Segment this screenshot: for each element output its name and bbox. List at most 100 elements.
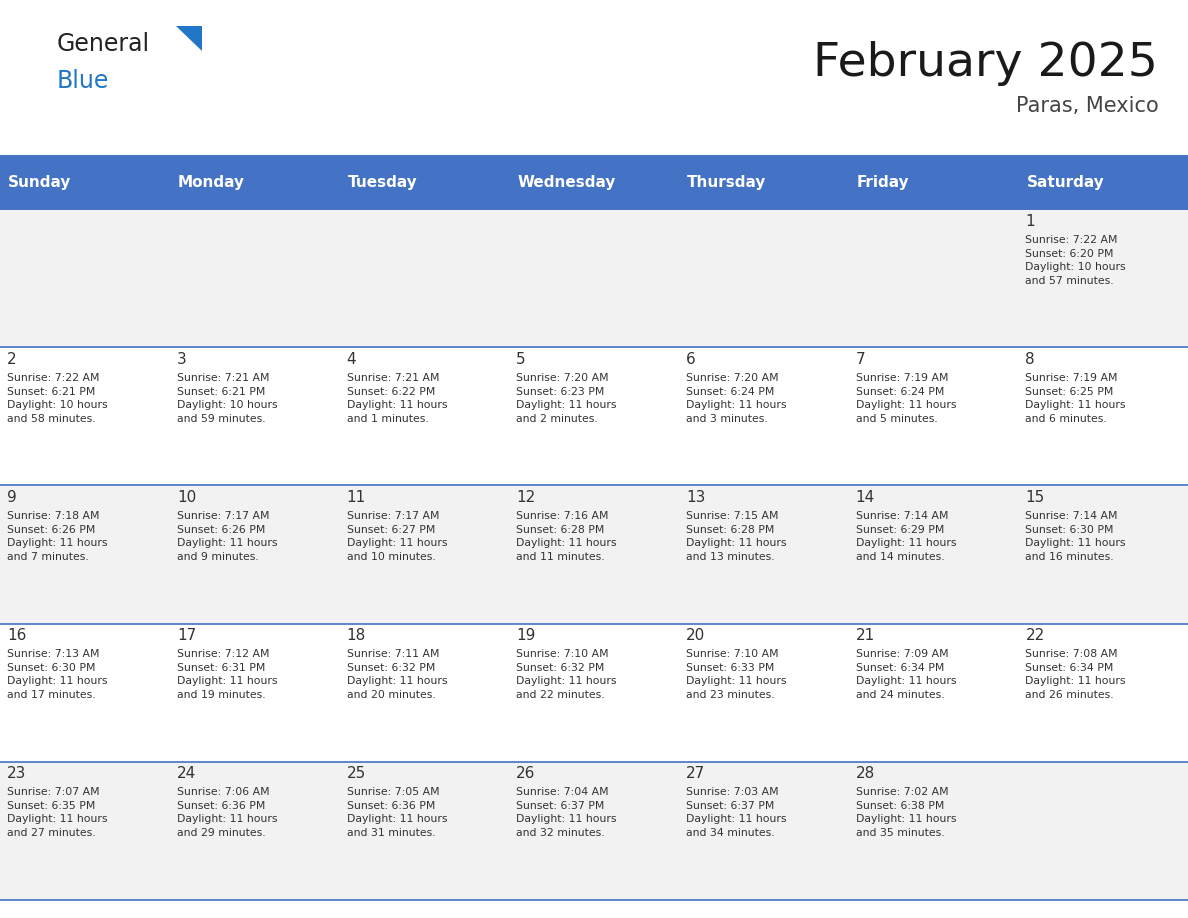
Text: Sunday: Sunday xyxy=(8,175,71,190)
Bar xyxy=(340,486,510,623)
Text: 7: 7 xyxy=(855,352,865,367)
Text: Sunrise: 7:20 AM
Sunset: 6:24 PM
Daylight: 11 hours
and 3 minutes.: Sunrise: 7:20 AM Sunset: 6:24 PM Dayligh… xyxy=(685,373,786,424)
Text: 27: 27 xyxy=(685,767,706,781)
Bar xyxy=(678,347,848,486)
Bar xyxy=(170,762,340,900)
Bar xyxy=(0,156,1188,209)
Bar xyxy=(340,623,510,762)
Bar xyxy=(170,623,340,762)
Text: 18: 18 xyxy=(347,628,366,644)
Bar xyxy=(340,762,510,900)
Text: Sunrise: 7:04 AM
Sunset: 6:37 PM
Daylight: 11 hours
and 32 minutes.: Sunrise: 7:04 AM Sunset: 6:37 PM Dayligh… xyxy=(517,788,617,838)
Text: Sunrise: 7:10 AM
Sunset: 6:33 PM
Daylight: 11 hours
and 23 minutes.: Sunrise: 7:10 AM Sunset: 6:33 PM Dayligh… xyxy=(685,649,786,700)
Text: 26: 26 xyxy=(517,767,536,781)
Text: Blue: Blue xyxy=(57,69,109,93)
Bar xyxy=(0,486,170,623)
Bar xyxy=(170,209,340,347)
Text: 22: 22 xyxy=(1025,628,1044,644)
Bar xyxy=(678,623,848,762)
Text: Sunrise: 7:07 AM
Sunset: 6:35 PM
Daylight: 11 hours
and 27 minutes.: Sunrise: 7:07 AM Sunset: 6:35 PM Dayligh… xyxy=(7,788,108,838)
Text: Sunrise: 7:19 AM
Sunset: 6:24 PM
Daylight: 11 hours
and 5 minutes.: Sunrise: 7:19 AM Sunset: 6:24 PM Dayligh… xyxy=(855,373,956,424)
Bar xyxy=(848,209,1018,347)
Text: Sunrise: 7:02 AM
Sunset: 6:38 PM
Daylight: 11 hours
and 35 minutes.: Sunrise: 7:02 AM Sunset: 6:38 PM Dayligh… xyxy=(855,788,956,838)
Text: Sunrise: 7:11 AM
Sunset: 6:32 PM
Daylight: 11 hours
and 20 minutes.: Sunrise: 7:11 AM Sunset: 6:32 PM Dayligh… xyxy=(347,649,447,700)
Bar xyxy=(678,762,848,900)
Bar xyxy=(1018,486,1188,623)
Bar xyxy=(510,209,678,347)
Bar xyxy=(1018,623,1188,762)
Text: Sunrise: 7:14 AM
Sunset: 6:30 PM
Daylight: 11 hours
and 16 minutes.: Sunrise: 7:14 AM Sunset: 6:30 PM Dayligh… xyxy=(1025,511,1126,562)
Text: Sunrise: 7:13 AM
Sunset: 6:30 PM
Daylight: 11 hours
and 17 minutes.: Sunrise: 7:13 AM Sunset: 6:30 PM Dayligh… xyxy=(7,649,108,700)
Text: Paras, Mexico: Paras, Mexico xyxy=(1016,96,1158,117)
Polygon shape xyxy=(176,26,202,51)
Text: 8: 8 xyxy=(1025,352,1035,367)
Bar xyxy=(848,762,1018,900)
Text: Sunrise: 7:14 AM
Sunset: 6:29 PM
Daylight: 11 hours
and 14 minutes.: Sunrise: 7:14 AM Sunset: 6:29 PM Dayligh… xyxy=(855,511,956,562)
Text: 24: 24 xyxy=(177,767,196,781)
Text: 14: 14 xyxy=(855,490,874,505)
Text: 1: 1 xyxy=(1025,214,1035,229)
Text: Sunrise: 7:09 AM
Sunset: 6:34 PM
Daylight: 11 hours
and 24 minutes.: Sunrise: 7:09 AM Sunset: 6:34 PM Dayligh… xyxy=(855,649,956,700)
Bar xyxy=(678,486,848,623)
Text: Sunrise: 7:06 AM
Sunset: 6:36 PM
Daylight: 11 hours
and 29 minutes.: Sunrise: 7:06 AM Sunset: 6:36 PM Dayligh… xyxy=(177,788,277,838)
Text: 3: 3 xyxy=(177,352,187,367)
Bar xyxy=(1018,347,1188,486)
Text: 2: 2 xyxy=(7,352,17,367)
Text: Sunrise: 7:12 AM
Sunset: 6:31 PM
Daylight: 11 hours
and 19 minutes.: Sunrise: 7:12 AM Sunset: 6:31 PM Dayligh… xyxy=(177,649,277,700)
Bar xyxy=(1018,209,1188,347)
Text: Friday: Friday xyxy=(857,175,910,190)
Text: Sunrise: 7:17 AM
Sunset: 6:26 PM
Daylight: 11 hours
and 9 minutes.: Sunrise: 7:17 AM Sunset: 6:26 PM Dayligh… xyxy=(177,511,277,562)
Text: 6: 6 xyxy=(685,352,696,367)
Text: 21: 21 xyxy=(855,628,874,644)
Text: 25: 25 xyxy=(347,767,366,781)
Text: Sunrise: 7:21 AM
Sunset: 6:21 PM
Daylight: 10 hours
and 59 minutes.: Sunrise: 7:21 AM Sunset: 6:21 PM Dayligh… xyxy=(177,373,278,424)
Text: Sunrise: 7:17 AM
Sunset: 6:27 PM
Daylight: 11 hours
and 10 minutes.: Sunrise: 7:17 AM Sunset: 6:27 PM Dayligh… xyxy=(347,511,447,562)
Text: Sunrise: 7:22 AM
Sunset: 6:21 PM
Daylight: 10 hours
and 58 minutes.: Sunrise: 7:22 AM Sunset: 6:21 PM Dayligh… xyxy=(7,373,108,424)
Text: 15: 15 xyxy=(1025,490,1044,505)
Bar xyxy=(848,347,1018,486)
Bar xyxy=(0,623,170,762)
Text: 5: 5 xyxy=(517,352,526,367)
Text: Sunrise: 7:21 AM
Sunset: 6:22 PM
Daylight: 11 hours
and 1 minutes.: Sunrise: 7:21 AM Sunset: 6:22 PM Dayligh… xyxy=(347,373,447,424)
Text: 20: 20 xyxy=(685,628,706,644)
Bar xyxy=(340,347,510,486)
Text: Saturday: Saturday xyxy=(1026,175,1105,190)
Text: Sunrise: 7:05 AM
Sunset: 6:36 PM
Daylight: 11 hours
and 31 minutes.: Sunrise: 7:05 AM Sunset: 6:36 PM Dayligh… xyxy=(347,788,447,838)
Text: 19: 19 xyxy=(517,628,536,644)
Bar xyxy=(510,486,678,623)
Text: 11: 11 xyxy=(347,490,366,505)
Bar xyxy=(678,209,848,347)
Bar xyxy=(848,623,1018,762)
Text: 4: 4 xyxy=(347,352,356,367)
Text: Sunrise: 7:18 AM
Sunset: 6:26 PM
Daylight: 11 hours
and 7 minutes.: Sunrise: 7:18 AM Sunset: 6:26 PM Dayligh… xyxy=(7,511,108,562)
Text: Sunrise: 7:08 AM
Sunset: 6:34 PM
Daylight: 11 hours
and 26 minutes.: Sunrise: 7:08 AM Sunset: 6:34 PM Dayligh… xyxy=(1025,649,1126,700)
Text: Thursday: Thursday xyxy=(687,175,766,190)
Text: 28: 28 xyxy=(855,767,874,781)
Text: February 2025: February 2025 xyxy=(814,41,1158,86)
Text: 9: 9 xyxy=(7,490,17,505)
Bar xyxy=(510,623,678,762)
Bar xyxy=(340,209,510,347)
Bar xyxy=(170,347,340,486)
Bar xyxy=(1018,762,1188,900)
Text: Sunrise: 7:03 AM
Sunset: 6:37 PM
Daylight: 11 hours
and 34 minutes.: Sunrise: 7:03 AM Sunset: 6:37 PM Dayligh… xyxy=(685,788,786,838)
Bar xyxy=(510,762,678,900)
Text: Tuesday: Tuesday xyxy=(348,175,417,190)
Text: Sunrise: 7:15 AM
Sunset: 6:28 PM
Daylight: 11 hours
and 13 minutes.: Sunrise: 7:15 AM Sunset: 6:28 PM Dayligh… xyxy=(685,511,786,562)
Bar xyxy=(510,347,678,486)
Text: Sunrise: 7:22 AM
Sunset: 6:20 PM
Daylight: 10 hours
and 57 minutes.: Sunrise: 7:22 AM Sunset: 6:20 PM Dayligh… xyxy=(1025,235,1126,285)
Text: 12: 12 xyxy=(517,490,536,505)
Bar xyxy=(0,347,170,486)
Text: Sunrise: 7:16 AM
Sunset: 6:28 PM
Daylight: 11 hours
and 11 minutes.: Sunrise: 7:16 AM Sunset: 6:28 PM Dayligh… xyxy=(517,511,617,562)
Bar xyxy=(0,762,170,900)
Text: Sunrise: 7:19 AM
Sunset: 6:25 PM
Daylight: 11 hours
and 6 minutes.: Sunrise: 7:19 AM Sunset: 6:25 PM Dayligh… xyxy=(1025,373,1126,424)
Bar xyxy=(170,486,340,623)
Text: Wednesday: Wednesday xyxy=(518,175,615,190)
Text: 17: 17 xyxy=(177,628,196,644)
Text: Monday: Monday xyxy=(178,175,245,190)
Text: 13: 13 xyxy=(685,490,706,505)
Text: Sunrise: 7:20 AM
Sunset: 6:23 PM
Daylight: 11 hours
and 2 minutes.: Sunrise: 7:20 AM Sunset: 6:23 PM Dayligh… xyxy=(517,373,617,424)
Bar xyxy=(0,209,170,347)
Text: 23: 23 xyxy=(7,767,26,781)
Bar xyxy=(848,486,1018,623)
